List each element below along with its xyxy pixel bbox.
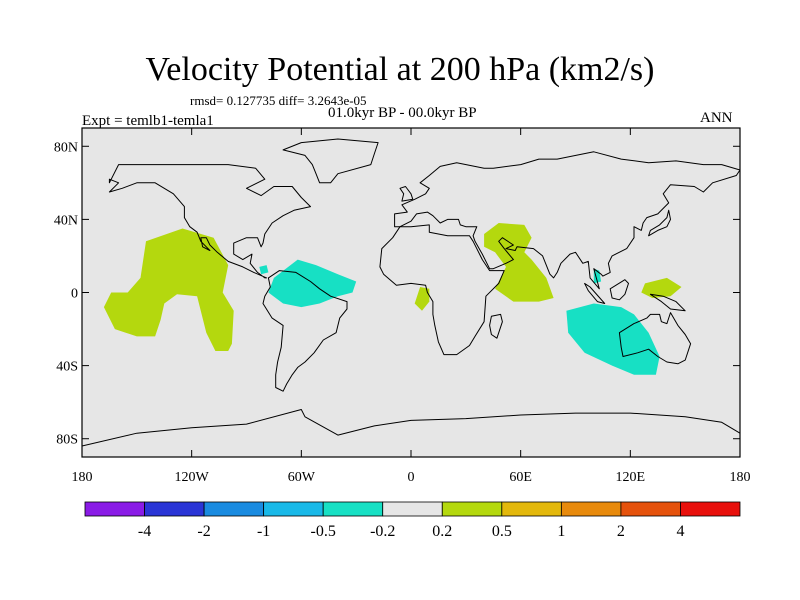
coastline-africa <box>379 224 505 356</box>
colorbar-label: 4 <box>676 523 684 540</box>
colorbar-swatch <box>501 501 562 517</box>
coastline-madagascar <box>489 313 503 339</box>
x-tick-label: 0 <box>408 470 415 485</box>
region-maritime-continent-positive <box>641 277 682 298</box>
y-tick-label: 0 <box>71 287 78 302</box>
colorbar-swatch <box>560 501 622 517</box>
season-label: ANN <box>700 110 733 126</box>
colorbar-swatch <box>144 501 205 517</box>
colorbar-label: 1 <box>557 523 565 540</box>
region-caribbean-negative-small <box>259 265 269 275</box>
y-tick-label: 80N <box>54 140 78 155</box>
coastlines <box>81 138 741 447</box>
region-arabia-indian-ocean-positive <box>484 223 554 302</box>
colorbar-label: 0.5 <box>492 523 512 540</box>
x-tick-label: 180 <box>72 470 93 485</box>
region-africa-atlantic-positive <box>414 287 430 311</box>
stats-line: rmsd= 0.127735 diff= 3.2643e-05 <box>190 93 367 108</box>
coastline-sumatra <box>584 282 606 304</box>
region-central-pacific-positive <box>103 228 234 351</box>
coastline-new-guinea <box>649 293 686 312</box>
colorbar-swatch <box>263 501 324 517</box>
colorbar-label: -4 <box>138 523 151 540</box>
colorbar-swatch <box>203 501 265 517</box>
x-tick-label: 60E <box>509 470 532 485</box>
x-tick-label: 120W <box>175 470 210 485</box>
map-title: Velocity Potential at 200 hPa (km2/s) <box>145 51 655 88</box>
region-indian-ocean-australia-negative <box>566 303 660 375</box>
coastline-uk <box>399 186 414 202</box>
coastline-japan <box>648 209 671 237</box>
experiment-label: Expt = temlb1-temla1 <box>82 113 214 129</box>
y-tick-label: 40S <box>56 360 78 375</box>
coastline-south-america <box>262 270 348 392</box>
colorbar: -4 -2 -1 -0.5 -0.2 0.2 0.5 1 2 4 <box>84 501 741 540</box>
coastline-greenland <box>282 138 379 184</box>
coastline-australia <box>618 312 692 365</box>
colorbar-label: -0.5 <box>311 523 336 540</box>
colorbar-swatch <box>322 501 384 517</box>
x-tick-label: 180 <box>730 470 751 485</box>
y-tick-label: 80S <box>56 433 78 448</box>
colorbar-label: 0.2 <box>432 523 452 540</box>
colorbar-label: -1 <box>257 523 270 540</box>
colorbar-label: 2 <box>617 523 625 540</box>
map-frame: 180 120W 60W 0 60E 120E 180 80N 40N 0 40S 80S <box>54 127 751 485</box>
coastline-borneo <box>609 279 629 301</box>
y-tick-label: 40N <box>54 213 78 228</box>
colorbar-label: -2 <box>197 523 210 540</box>
x-tick-label: 120E <box>616 470 646 485</box>
colorbar-label: -0.2 <box>370 523 395 540</box>
period-line: 01.0kyr BP - 00.0kyr BP <box>328 105 477 121</box>
colorbar-swatch <box>620 501 681 517</box>
colorbar-swatch <box>84 501 145 517</box>
colorbar-swatch <box>382 501 443 517</box>
x-tick-label: 60W <box>288 470 316 485</box>
coastline-north-america <box>108 164 311 279</box>
coastline-eurasia <box>394 151 741 290</box>
colorbar-swatch <box>441 501 503 517</box>
colorbar-swatch <box>680 501 741 517</box>
coastline-antarctica <box>81 409 741 447</box>
